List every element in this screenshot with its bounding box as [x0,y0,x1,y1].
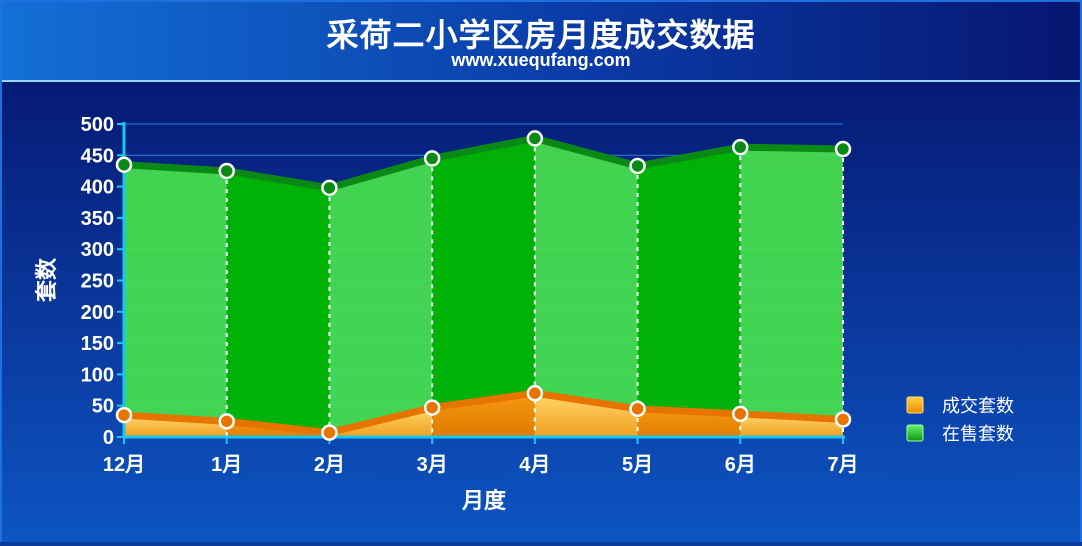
y-tick-label-50: 50 [92,396,114,418]
green-area-segment-0 [124,164,227,437]
series-line-listings [123,134,844,192]
marker-listings-2 [321,179,338,197]
orange-area-segment-4 [534,393,638,437]
x-tick-label-0: 12月 [103,454,145,476]
y-tick-label-100: 100 [81,364,114,386]
marker-deals-1 [218,413,235,430]
y-tick-label-350: 350 [81,208,114,230]
chart-header: 采荷二小学区房月度成交数据 www.xuequfang.com [2,2,1080,82]
legend-label-listings: 在售套数 [942,424,1014,444]
green-area-fill [124,138,843,438]
month-dividers [225,138,844,437]
marker-deals-6 [732,405,749,423]
legend-swatch-green [906,424,924,442]
marker-listings-3 [423,150,441,167]
marker-listings-1 [218,162,235,180]
plot-panel: 0 50 100 150 200 250 300 350 400 450 500 12月 1月 2月 3月 4… [2,82,1080,542]
green-area-segment-6 [740,147,843,438]
marker-deals-5 [629,400,646,418]
green-area-segment-5 [637,147,741,438]
x-tick-label-1: 1月 [211,454,242,476]
chart-title: 采荷二小学区房月度成交数据 [326,16,756,54]
green-area-segment-4 [534,138,638,437]
y-tick-label-500: 500 [81,114,114,136]
green-area-segment-1 [226,170,330,437]
marker-deals-0 [115,406,133,424]
x-tick-label-4: 4月 [519,454,550,476]
y-tick-label-150: 150 [81,333,114,355]
x-tick-label-5: 5月 [622,454,653,476]
x-tick-label-6: 6月 [725,454,756,476]
marker-listings-6 [732,138,749,156]
y-tick-label-0: 0 [103,427,114,449]
legend-item-deals: 成交套数 [906,396,1014,416]
y-tick-label-200: 200 [81,302,114,324]
y-tick-label-450: 450 [81,145,114,167]
series-lines [123,134,844,437]
marker-deals-2 [321,424,338,441]
axis-labels: 套数 月度 [34,257,507,513]
green-area-segment-2 [329,158,433,437]
marker-deals-4 [526,384,544,402]
axes: 0 50 100 150 200 250 300 350 400 450 500 12月 1月 2月 3月 4… [81,114,859,476]
area-chart: 0 50 100 150 200 250 300 350 400 450 500 12月 1月 2月 3月 4… [34,114,1014,513]
x-tick-label-2: 2月 [314,454,345,476]
legend-swatch-orange [906,396,924,414]
x-axis-title: 月度 [461,488,507,513]
series-line-deals [123,389,844,437]
data-markers [115,130,852,441]
marker-deals-7 [834,411,852,428]
chart-subtitle: www.xuequfang.com [451,50,631,70]
y-tick-label-300: 300 [81,239,114,261]
y-tick-label-400: 400 [81,177,114,199]
marker-listings-4 [526,130,544,147]
y-axis-title: 套数 [34,257,59,302]
legend-label-deals: 成交套数 [942,396,1014,416]
y-tick-label-250: 250 [81,271,114,293]
legend: 成交套数 在售套数 [906,396,1014,444]
marker-deals-3 [423,399,441,416]
green-area-segment-3 [432,138,535,437]
marker-listings-0 [115,156,133,173]
marker-listings-5 [629,157,646,175]
x-tick-label-3: 3月 [417,454,448,476]
legend-item-listings: 在售套数 [906,424,1014,444]
marker-listings-7 [834,140,852,158]
x-tick-label-7: 7月 [827,454,858,476]
